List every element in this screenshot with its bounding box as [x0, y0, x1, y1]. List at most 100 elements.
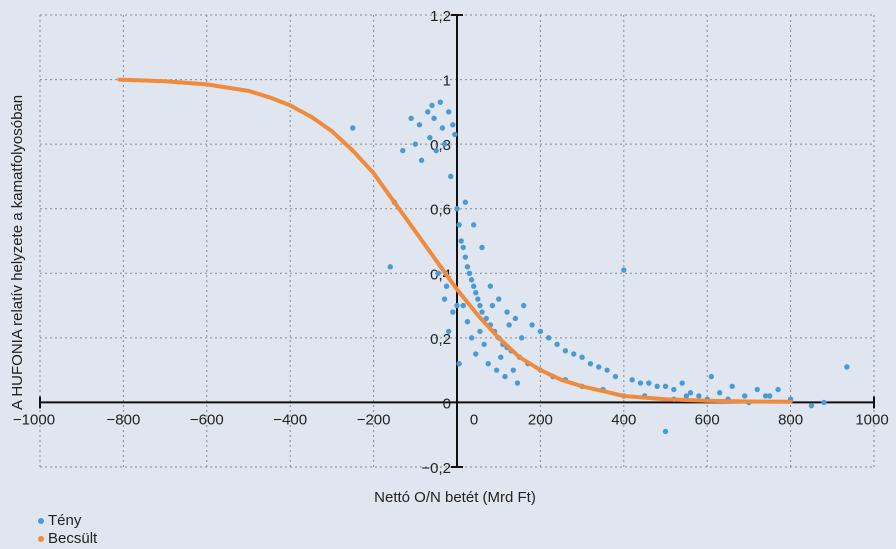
y-tick-label: 0,8	[430, 137, 451, 154]
data-point-teny	[462, 254, 469, 260]
x-tick-label: −400	[273, 411, 307, 428]
legend-item-becsult: Becsült	[38, 530, 97, 548]
x-tick-label: 0	[470, 411, 478, 428]
data-point-teny	[717, 390, 723, 396]
legend-marker-becsult	[38, 536, 44, 542]
data-point-teny	[489, 302, 496, 309]
data-point-teny	[662, 383, 669, 389]
data-point-teny	[464, 319, 471, 325]
data-point-teny	[456, 360, 462, 367]
data-point-teny	[470, 283, 477, 289]
data-point-teny	[485, 360, 491, 367]
data-point-teny	[418, 157, 425, 163]
data-point-teny	[412, 141, 418, 147]
y-tick-label: 1	[443, 73, 451, 90]
data-point-teny	[604, 367, 610, 373]
y-tick-label: −0,2	[421, 460, 451, 477]
data-point-teny	[470, 222, 477, 228]
data-point-teny	[729, 383, 735, 389]
data-point-teny	[441, 141, 448, 147]
data-point-teny	[427, 134, 433, 141]
data-point-teny	[762, 393, 769, 399]
data-point-teny	[450, 122, 456, 128]
line-series-becsult	[117, 77, 793, 404]
data-point-teny	[621, 267, 627, 273]
data-point-teny	[483, 315, 489, 322]
data-point-teny	[514, 380, 521, 386]
data-point-teny	[387, 264, 393, 270]
data-point-teny	[429, 102, 435, 109]
data-point-teny	[450, 309, 456, 315]
data-point-teny	[493, 367, 500, 373]
data-point-teny	[767, 393, 773, 399]
data-point-teny	[466, 270, 473, 276]
data-point-teny	[521, 302, 527, 309]
x-tick-label: −800	[107, 411, 141, 428]
data-point-teny	[452, 131, 458, 138]
data-point-teny	[445, 109, 452, 115]
data-point-teny	[754, 386, 760, 393]
data-point-teny	[462, 199, 469, 205]
data-point-teny	[487, 283, 494, 289]
x-tick-label: 1000	[855, 411, 888, 428]
data-point-teny	[473, 289, 479, 296]
y-axis-title: A HUFONIA relatív helyzete a kamatfolyos…	[9, 95, 26, 410]
data-point-teny	[468, 277, 475, 283]
x-tick-labels: −1000 −800 −600 −400 −200 0 200 400 600 800 1000	[13, 411, 889, 428]
data-point-teny	[537, 328, 544, 335]
data-point-teny	[683, 393, 690, 399]
data-point-teny	[435, 270, 441, 276]
data-point-teny	[437, 99, 444, 105]
data-point-teny	[512, 315, 519, 322]
y-tick-labels: −0,200,20,40,60,811,2	[421, 8, 451, 477]
data-point-teny	[473, 351, 479, 357]
x-tick-label: 600	[695, 411, 720, 428]
data-point-teny	[562, 348, 569, 354]
data-point-teny	[742, 393, 748, 399]
data-point-teny	[448, 173, 454, 180]
data-point-teny	[445, 328, 452, 335]
data-point-teny	[460, 244, 466, 251]
y-tick-label: 0,2	[430, 331, 451, 348]
data-point-teny	[456, 222, 462, 228]
legend-marker-teny	[38, 518, 44, 524]
data-point-teny	[571, 351, 577, 357]
data-point-teny	[696, 393, 702, 399]
data-point-teny	[775, 386, 781, 393]
data-point-teny	[808, 402, 815, 409]
data-point-teny	[481, 341, 487, 348]
data-point-teny	[671, 386, 677, 393]
data-point-teny	[400, 147, 406, 154]
y-tick-label: 1,2	[430, 8, 451, 25]
data-point-teny	[529, 322, 535, 328]
data-point-teny	[431, 115, 437, 122]
data-point-teny	[629, 377, 635, 383]
data-point-teny	[460, 302, 466, 309]
data-point-teny	[496, 296, 502, 302]
data-point-teny	[504, 309, 510, 315]
data-point-teny	[546, 335, 552, 341]
x-tick-label: −600	[190, 411, 224, 428]
y-tick-label: 0	[443, 395, 451, 412]
data-point-teny	[468, 335, 475, 341]
data-point-teny	[844, 364, 850, 370]
data-point-teny	[821, 399, 827, 406]
data-point-teny	[475, 296, 481, 302]
x-tick-label: 800	[778, 411, 803, 428]
data-point-teny	[439, 125, 446, 131]
data-point-teny	[454, 302, 460, 309]
data-point-teny	[441, 296, 448, 302]
data-point-teny	[679, 380, 685, 386]
data-point-teny	[596, 364, 602, 370]
data-point-teny	[477, 328, 483, 335]
data-point-teny	[458, 238, 464, 244]
data-point-teny	[518, 335, 525, 341]
y-tick-label: 0,6	[430, 202, 451, 219]
legend-item-teny: Tény	[38, 512, 97, 530]
data-point-teny	[654, 383, 660, 389]
x-tick-label: −200	[357, 411, 391, 428]
data-point-teny	[464, 264, 471, 270]
data-point-teny	[579, 354, 585, 360]
data-point-teny	[662, 428, 669, 435]
